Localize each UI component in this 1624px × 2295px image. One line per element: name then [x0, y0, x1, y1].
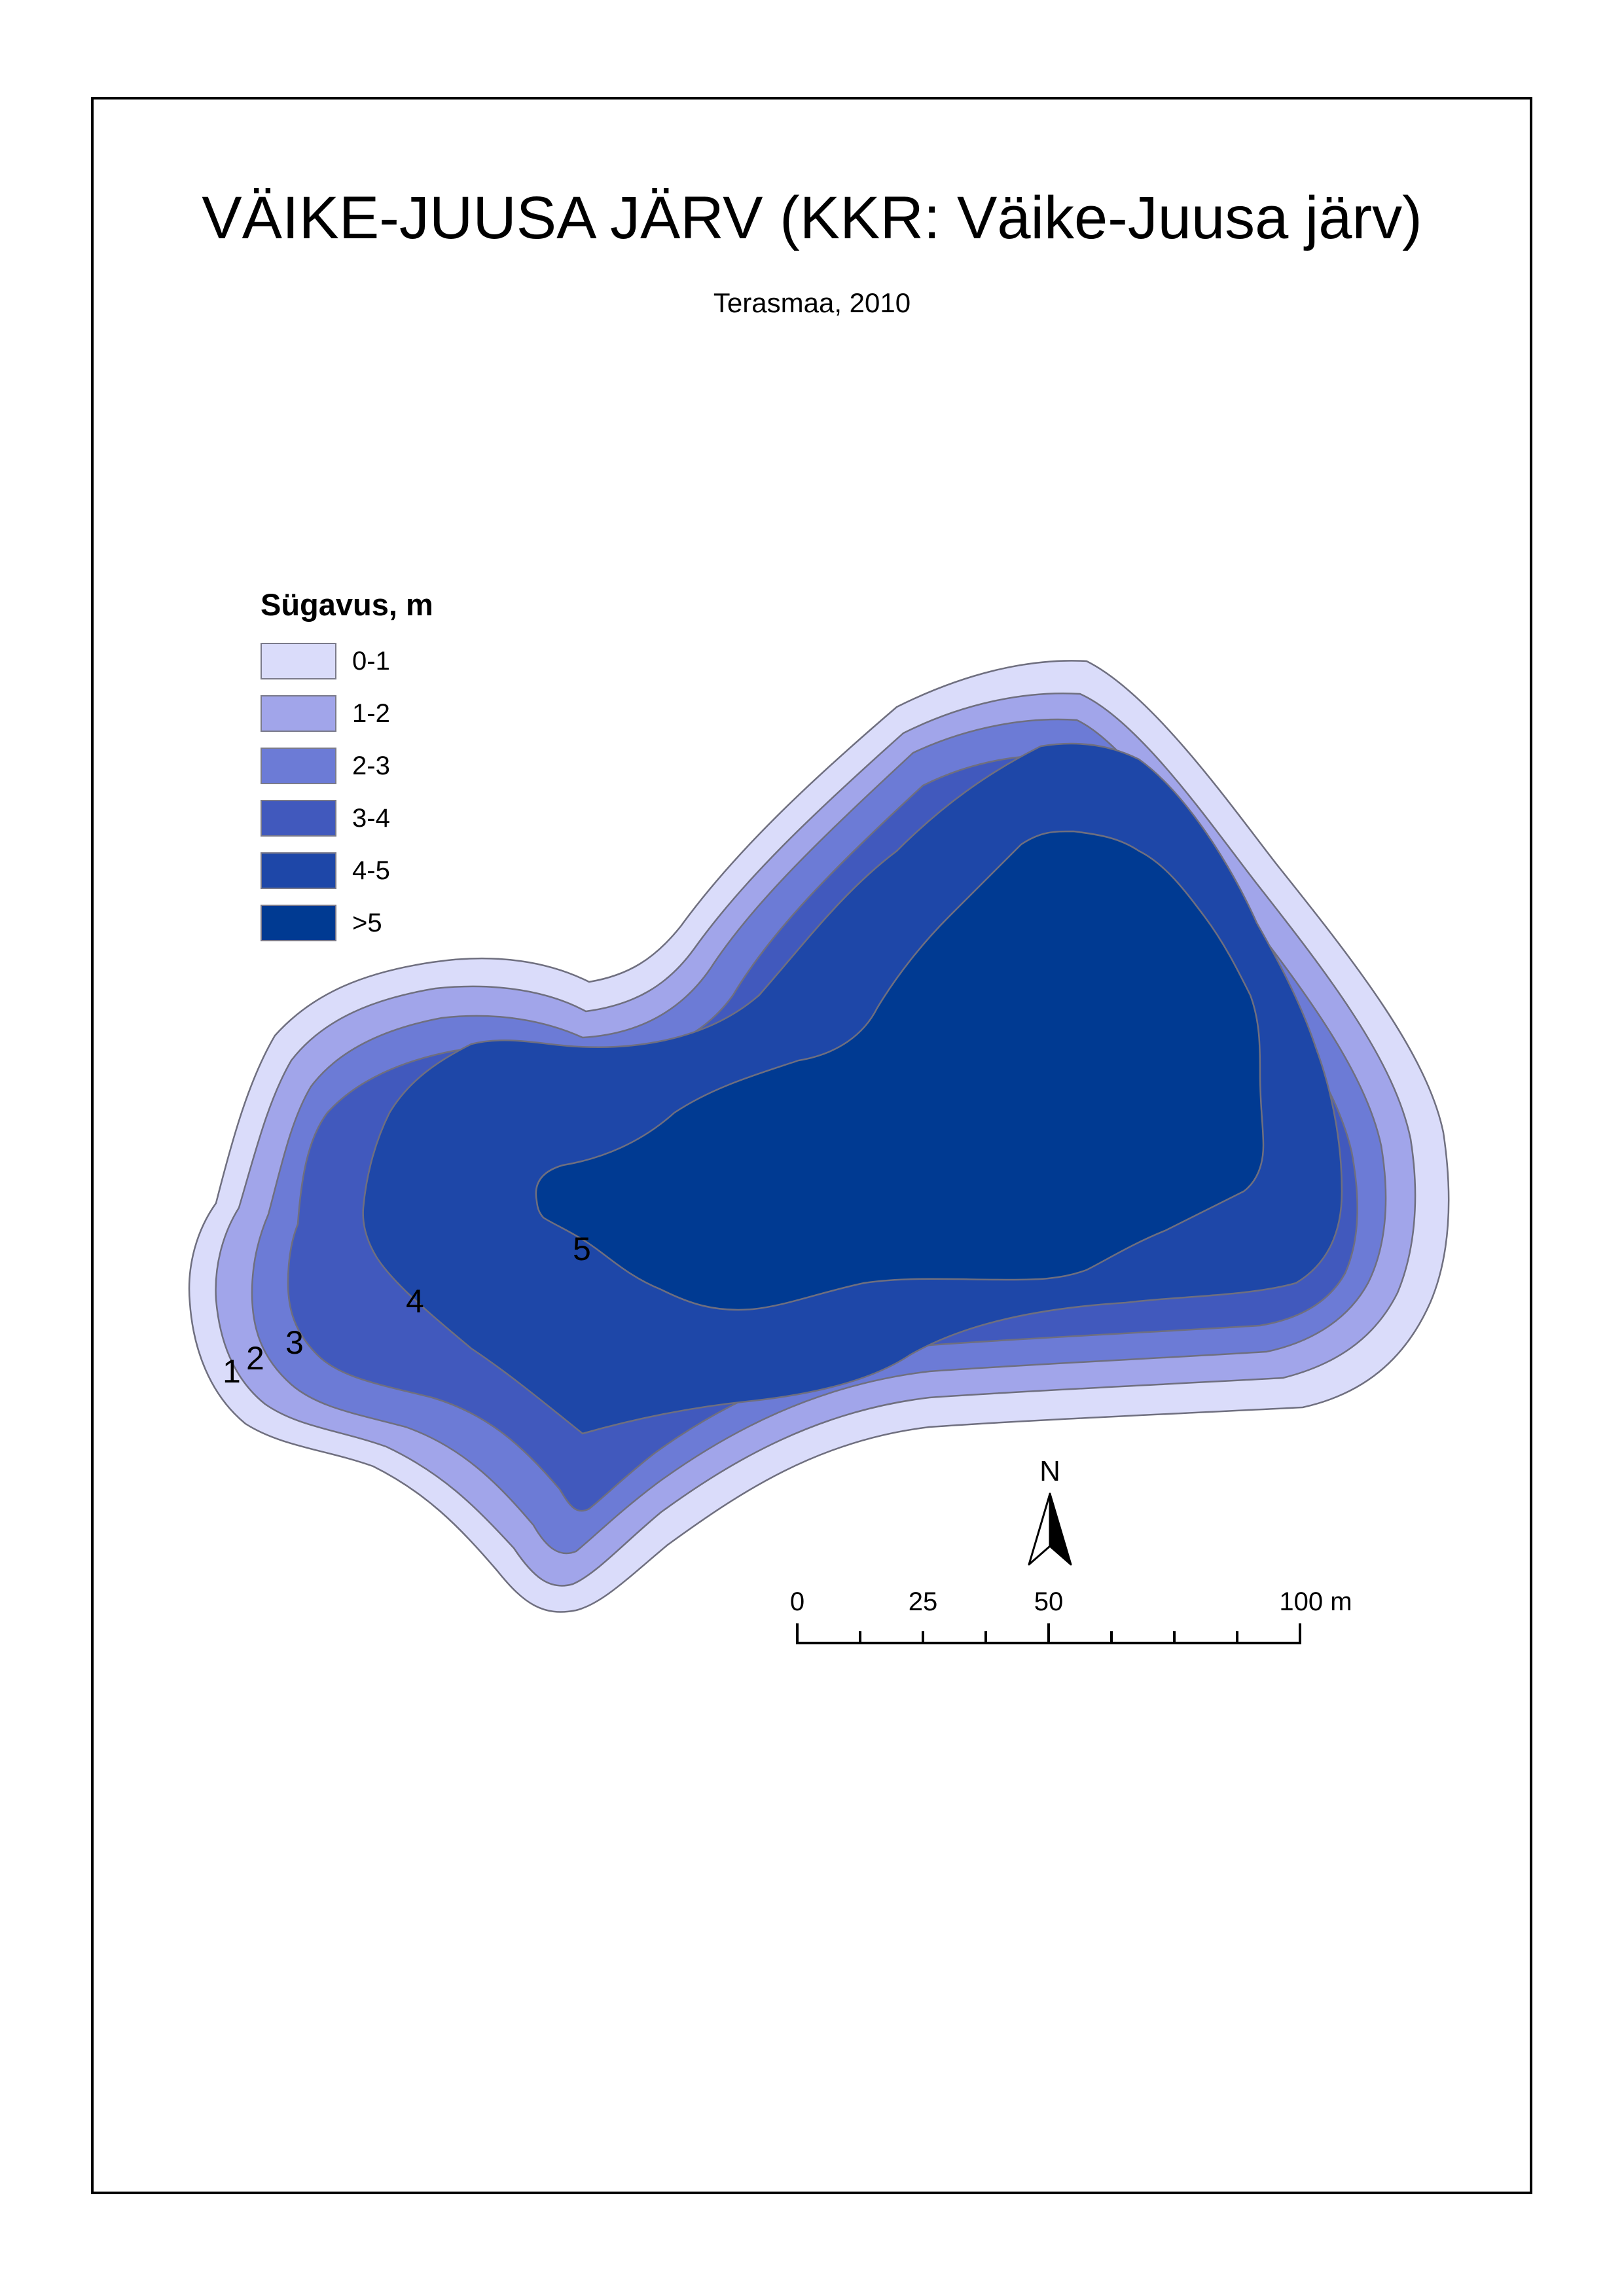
contour-label-5: 5 [573, 1231, 591, 1267]
legend-item: 1-2 [261, 687, 433, 740]
legend-label: 1-2 [352, 698, 390, 728]
legend-item: 0-1 [261, 635, 433, 687]
map-subtitle: Terasmaa, 2010 [713, 287, 911, 318]
legend-swatch [261, 852, 336, 889]
scale-bar-line [796, 1623, 1301, 1644]
north-arrow-icon [1028, 1492, 1072, 1566]
legend: Sügavus, m 0-1 1-2 2-3 3-4 4-5 >5 [261, 587, 433, 949]
legend-label: 2-3 [352, 751, 390, 780]
contour-label-1: 1 [223, 1353, 241, 1390]
contour-label-4: 4 [406, 1283, 424, 1320]
contour-labels: 1 2 3 4 5 [223, 1231, 591, 1390]
map-frame [91, 97, 1532, 2194]
legend-swatch [261, 800, 336, 837]
scale-label-100: 100 m [1279, 1587, 1352, 1616]
legend-item: 3-4 [261, 792, 433, 844]
scale-bar: 0 25 50 100 m [790, 1587, 1352, 1644]
scale-label-50: 50 [1034, 1587, 1064, 1616]
legend-item: 4-5 [261, 844, 433, 897]
map-title: VÄIKE-JUUSA JÄRV (KKR: Väike-Juusa järv) [202, 185, 1422, 251]
legend-swatch [261, 643, 336, 679]
legend-title: Sügavus, m [261, 587, 433, 622]
legend-item: >5 [261, 897, 433, 949]
legend-label: 0-1 [352, 646, 390, 676]
depth-contours [188, 660, 1450, 1613]
legend-label: >5 [352, 908, 382, 937]
contour-label-3: 3 [285, 1324, 304, 1361]
contour-label-2: 2 [246, 1340, 264, 1377]
legend-swatch [261, 748, 336, 784]
legend-swatch [261, 695, 336, 732]
scale-label-25: 25 [909, 1587, 938, 1616]
legend-label: 4-5 [352, 856, 390, 885]
north-label: N [1039, 1455, 1060, 1487]
depth-band-gt5 [535, 830, 1265, 1311]
legend-item: 2-3 [261, 740, 433, 792]
legend-label: 3-4 [352, 803, 390, 833]
legend-swatch [261, 905, 336, 941]
scale-label-0: 0 [790, 1587, 804, 1616]
north-arrow: N [1028, 1455, 1072, 1566]
